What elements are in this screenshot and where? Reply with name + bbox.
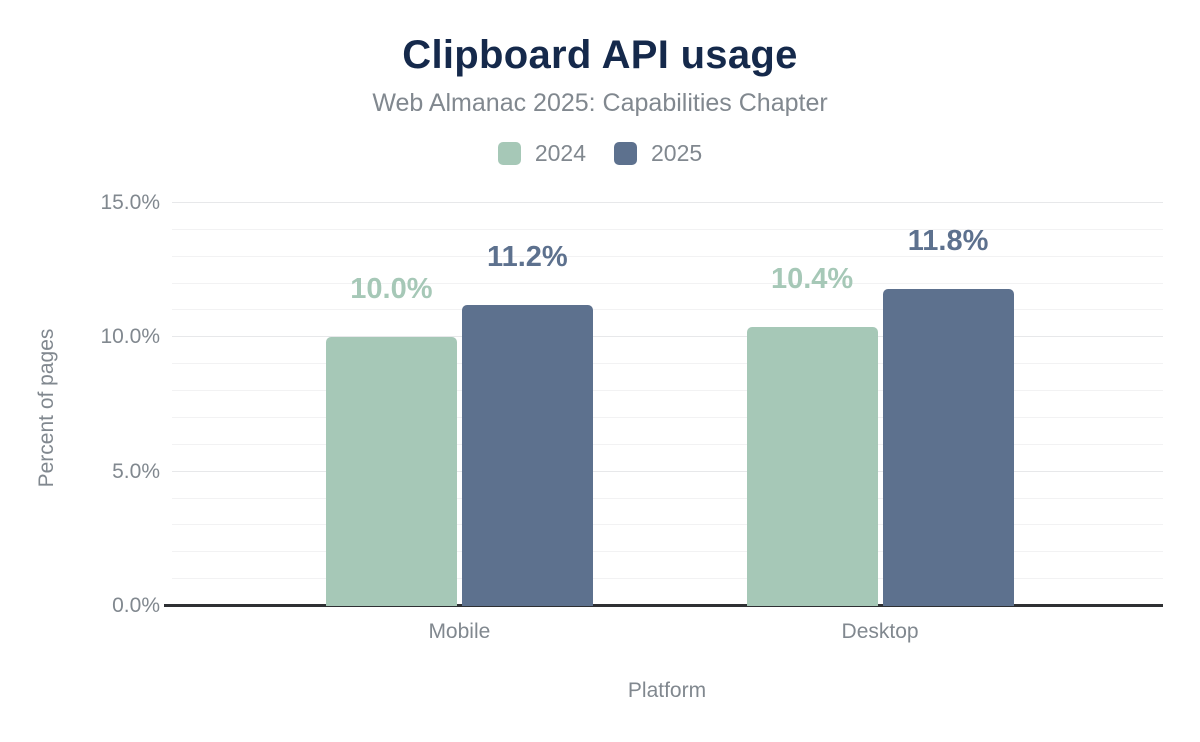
gridline-minor: [172, 282, 1163, 284]
x-axis-line: [164, 604, 1163, 607]
bar-mobile-2025: [461, 305, 593, 606]
legend-label-2024: 2024: [534, 140, 586, 166]
gridline-minor: [172, 524, 1163, 526]
bar-value-desktop-2025: 11.8%: [907, 224, 989, 257]
gridline-minor: [172, 228, 1163, 230]
legend-item-2024[interactable]: 2024: [497, 140, 586, 167]
legend-item-2025[interactable]: 2025: [614, 140, 702, 167]
plot-area: 10.0% 11.2% 10.4% 11.8%: [164, 202, 1163, 607]
y-tick-0.0%: 0.0%: [112, 594, 160, 617]
bar-desktop-2024: [746, 326, 878, 606]
x-tick-mobile: Mobile: [428, 620, 491, 643]
gridline-minor: [172, 551, 1163, 553]
bar-mobile-2024: [325, 337, 457, 606]
gridline-minor: [172, 363, 1163, 365]
chart-subtitle: Web Almanac 2025: Capabilities Chapter: [372, 89, 828, 117]
chart-title: Clipboard API usage: [402, 33, 798, 77]
y-tick-5.0%: 5.0%: [112, 459, 160, 483]
legend: 2024 2025: [0, 140, 1200, 167]
gridline-major: [172, 470, 1163, 472]
gridline-major: [172, 336, 1163, 338]
gridline-minor: [172, 390, 1163, 392]
legend-swatch-2024: [497, 142, 521, 165]
x-tick-desktop: Desktop: [841, 620, 919, 643]
bar-value-mobile-2025: 11.2%: [487, 241, 568, 274]
y-tick-15.0%: 15.0%: [100, 191, 160, 214]
y-tick-10.0%: 10.0%: [100, 325, 160, 349]
gridline-major: [172, 202, 1163, 203]
gridline-minor: [172, 443, 1163, 445]
legend-label-2025: 2025: [651, 140, 703, 166]
bar-desktop-2025: [882, 288, 1014, 606]
bar-value-mobile-2024: 10.0%: [350, 273, 433, 306]
gridline-minor: [172, 255, 1163, 257]
gridline-minor: [172, 578, 1163, 580]
gridline-minor: [172, 416, 1163, 418]
legend-swatch-2025: [614, 142, 637, 165]
gridline-minor: [172, 497, 1163, 499]
bar-value-desktop-2024: 10.4%: [770, 262, 854, 295]
gridline-minor: [172, 309, 1163, 311]
x-axis-title: Platform: [627, 679, 707, 702]
